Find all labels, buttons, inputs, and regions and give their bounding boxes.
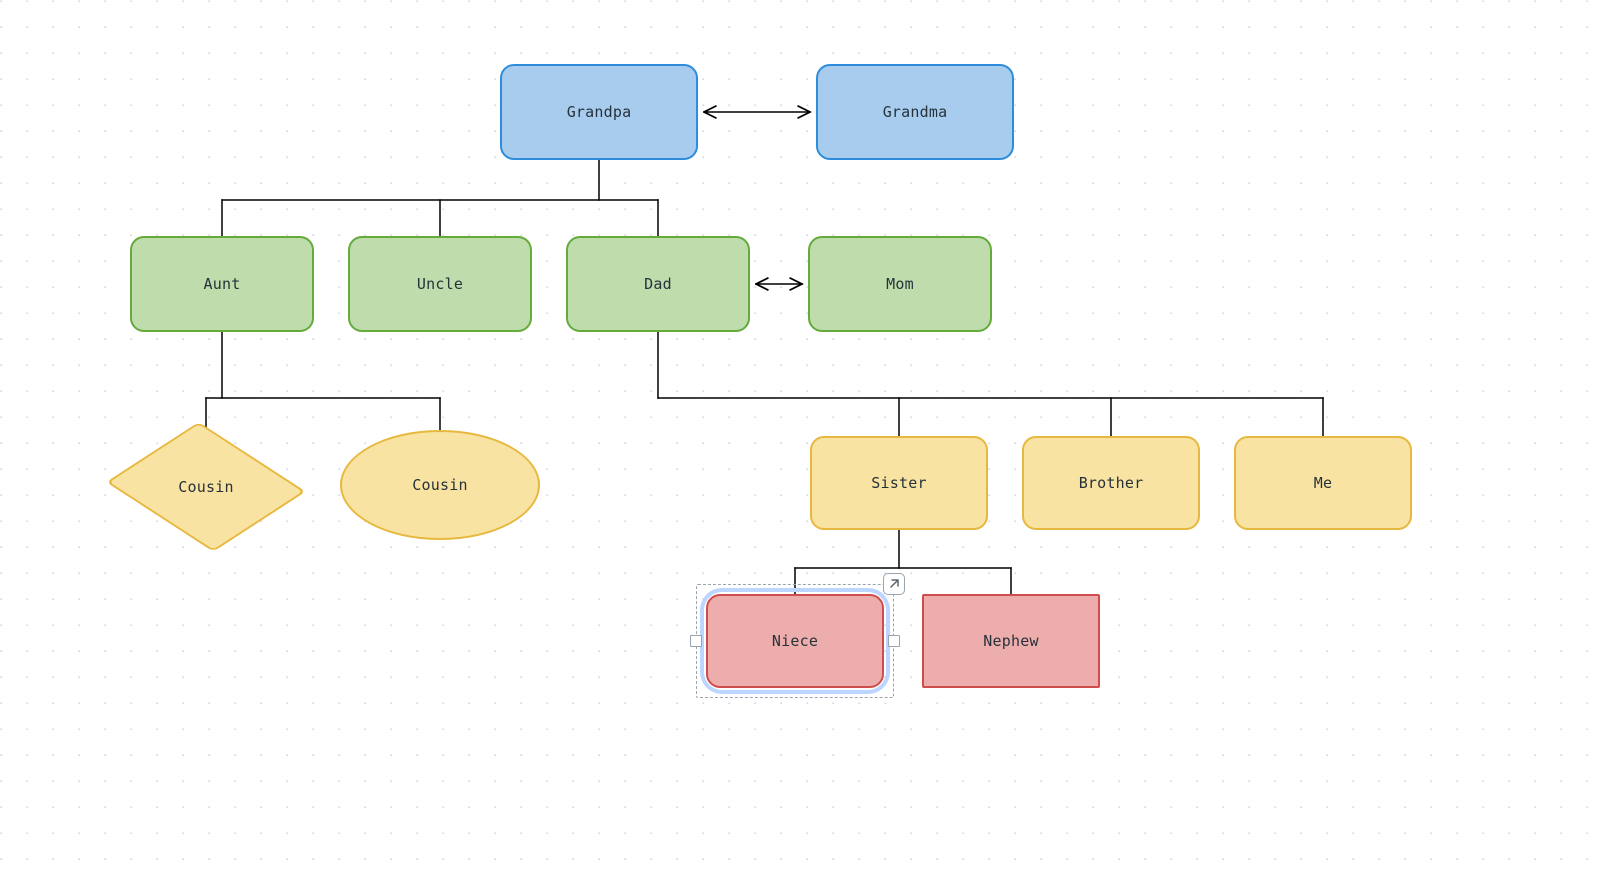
selection-overlay [0, 0, 1600, 878]
resize-handle-left[interactable] [690, 635, 702, 647]
open-link-icon[interactable] [883, 573, 905, 595]
selection-bounds [696, 584, 894, 698]
diagram-canvas[interactable]: GrandpaGrandmaAuntUncleDadMomCousinCousi… [0, 0, 1600, 878]
resize-handle-right[interactable] [888, 635, 900, 647]
